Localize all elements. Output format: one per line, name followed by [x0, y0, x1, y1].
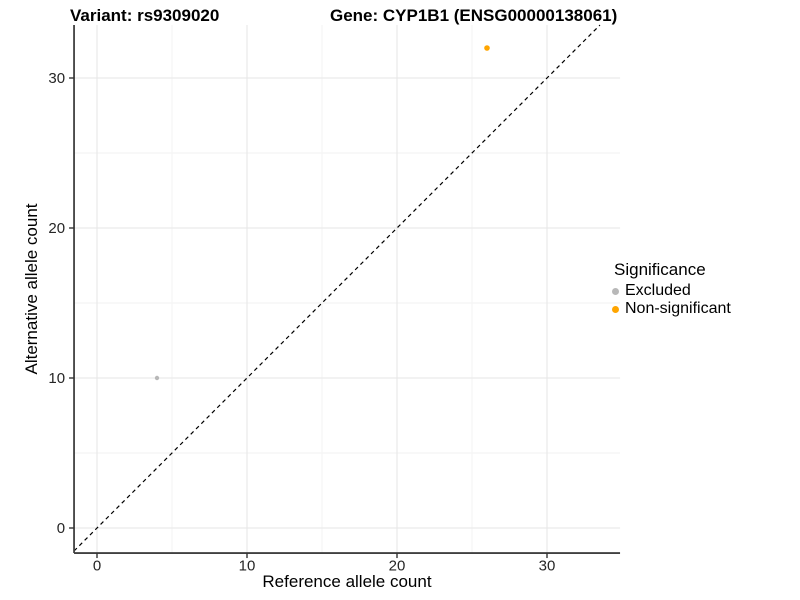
- legend-title: Significance: [614, 260, 706, 279]
- legend-label-excluded: Excluded: [625, 282, 691, 299]
- y-tick-label: 20: [48, 220, 65, 237]
- x-tick-label: 20: [389, 558, 406, 575]
- legend: Significance Excluded Non-significant: [612, 260, 731, 318]
- data-point-excluded: [154, 375, 160, 381]
- x-tick-label: 30: [539, 558, 556, 575]
- x-tick-label: 10: [239, 558, 256, 575]
- y-tick-label: 0: [57, 520, 65, 537]
- legend-item-excluded: Excluded: [612, 282, 731, 300]
- legend-label-non-significant: Non-significant: [625, 300, 731, 317]
- y-tick-label: 30: [48, 70, 65, 87]
- identity-line: [73, 24, 601, 552]
- legend-item-non-significant: Non-significant: [612, 300, 731, 318]
- x-axis-title: Reference allele count: [262, 572, 432, 591]
- y-tick-label: 10: [48, 370, 65, 387]
- plot-title-gene: Gene: CYP1B1 (ENSG00000138061): [330, 6, 618, 25]
- data-point-non-significant: [484, 45, 490, 51]
- x-tick-label: 0: [93, 558, 101, 575]
- legend-swatch-excluded-icon: [612, 287, 619, 295]
- y-axis-title: Alternative allele count: [22, 203, 41, 375]
- legend-swatch-non-significant-icon: [612, 305, 619, 313]
- plot-title-variant: Variant: rs9309020: [70, 6, 220, 25]
